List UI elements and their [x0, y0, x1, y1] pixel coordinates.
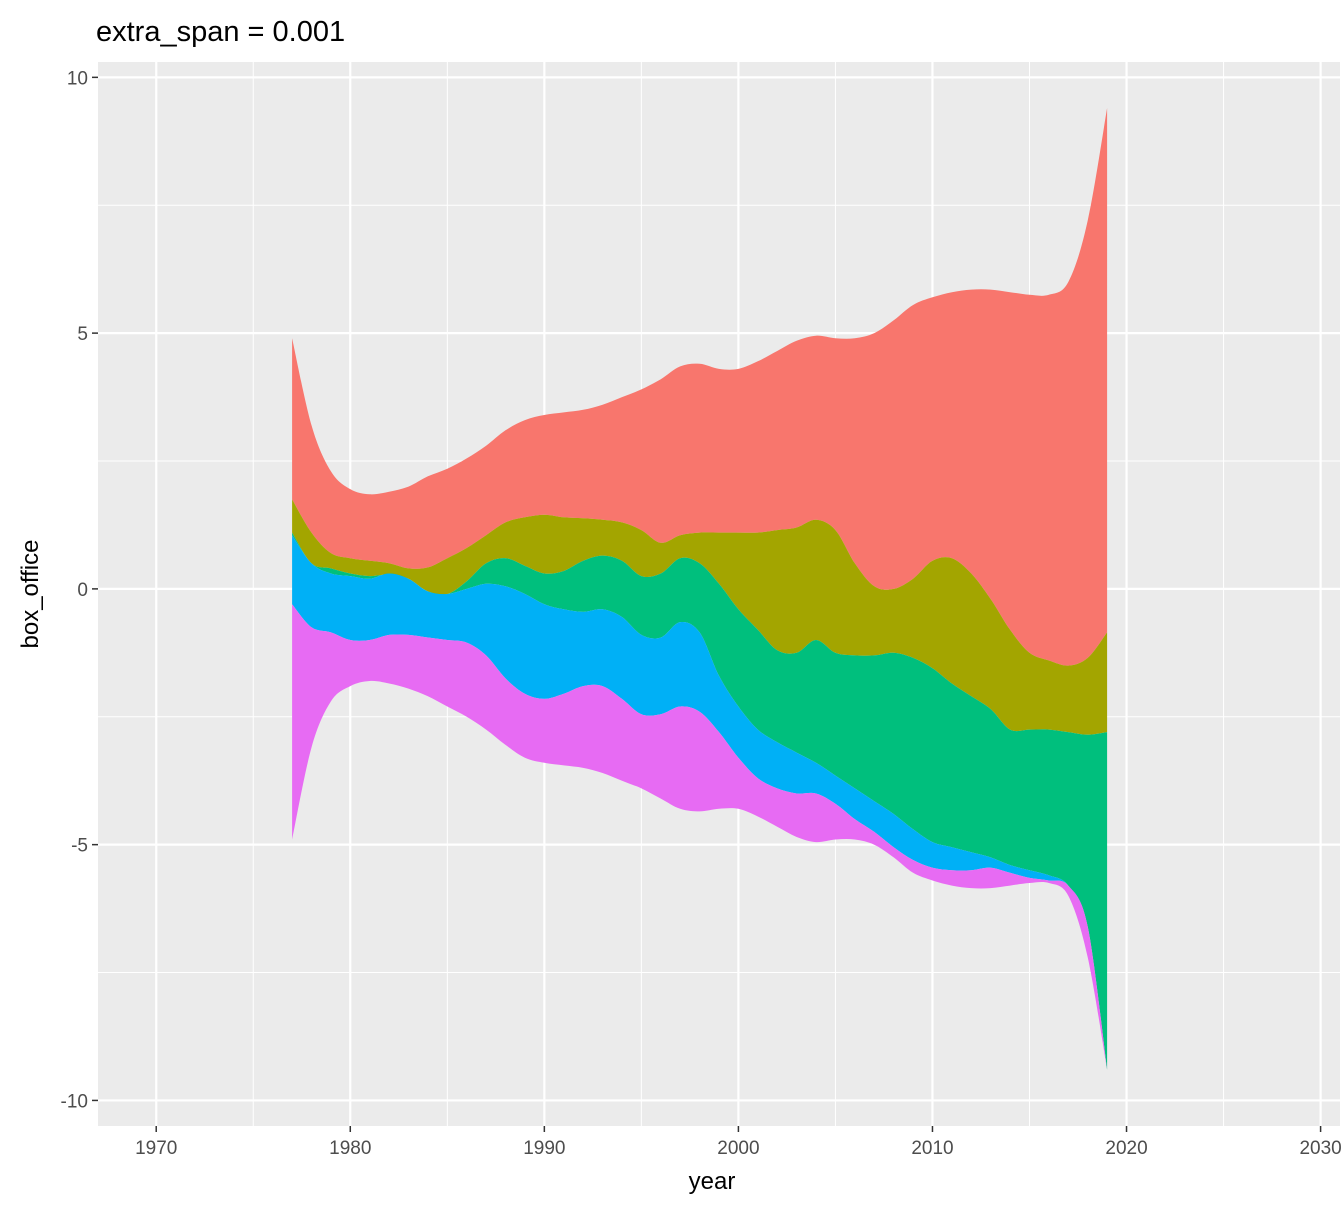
- x-tick-label: 2020: [1105, 1138, 1147, 1159]
- y-tick-label: 5: [77, 324, 88, 345]
- stream-layer-1: [292, 108, 1108, 666]
- stream-layer-2: [292, 499, 1108, 735]
- y-tick-label: -5: [71, 836, 88, 857]
- y-axis-title: box_office: [17, 540, 44, 649]
- x-tick-label: 1970: [135, 1138, 177, 1159]
- x-tick-label: 2010: [911, 1138, 953, 1159]
- x-axis-ticks: 1970 1980 1990 2000 2010 2020 2030: [135, 1126, 1342, 1159]
- stream-layer-3: [292, 532, 1108, 1070]
- y-tick-label: 10: [67, 68, 88, 89]
- stream-layers: [292, 108, 1108, 1070]
- x-tick-label: 1980: [329, 1138, 371, 1159]
- x-tick-label: 1990: [523, 1138, 565, 1159]
- y-axis-ticks: 10 5 0 -5 -10: [61, 68, 98, 1112]
- x-tick-label: 2030: [1299, 1138, 1341, 1159]
- x-tick-label: 2000: [717, 1138, 759, 1159]
- stream-layer-5: [292, 604, 1108, 1070]
- y-tick-label: -10: [61, 1091, 88, 1112]
- chart-title: extra_span = 0.001: [96, 16, 345, 48]
- stream-layer-4: [292, 535, 1108, 1070]
- x-axis-title: year: [689, 1168, 736, 1195]
- y-tick-label: 0: [77, 580, 88, 601]
